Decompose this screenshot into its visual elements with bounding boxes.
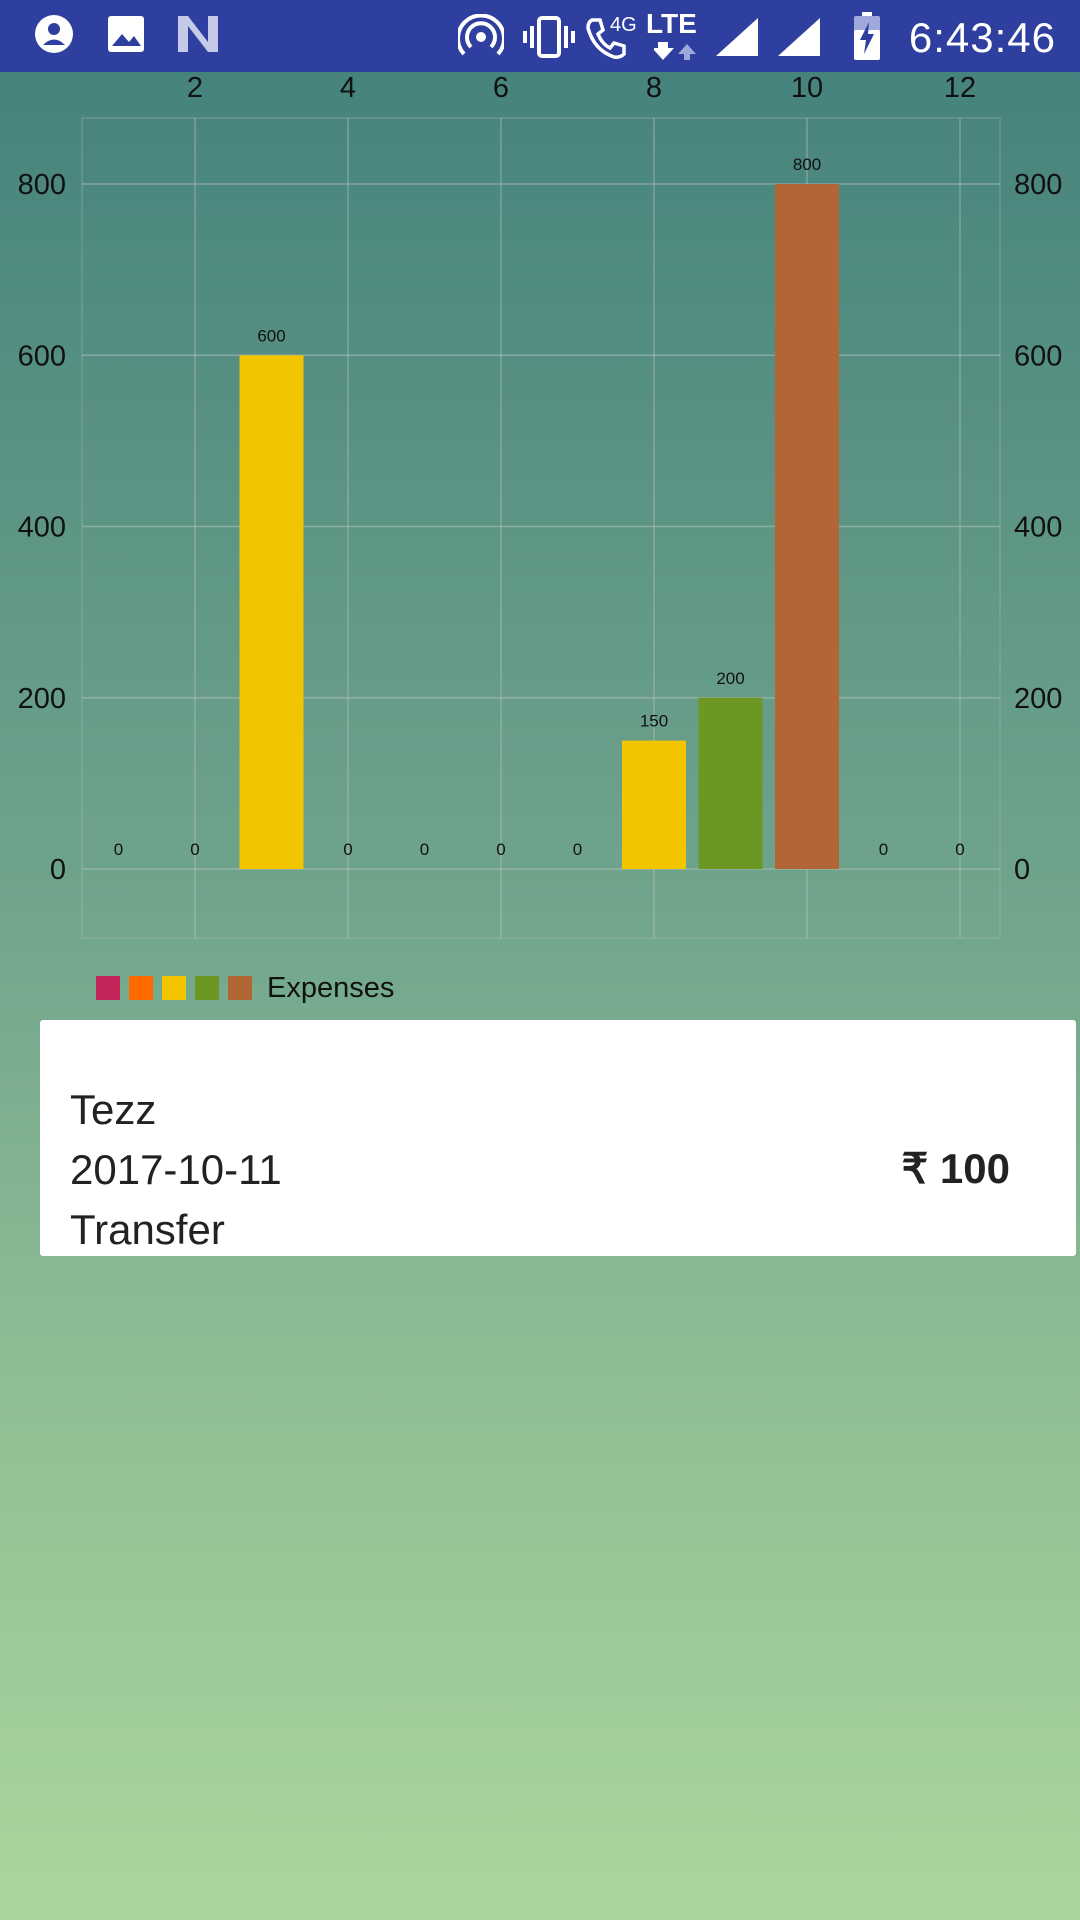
status-bar: 4G LTE 6:43:46 <box>0 0 1080 72</box>
call-icon <box>584 14 626 65</box>
chart-bars <box>239 184 839 869</box>
chart-labels: 0 0 200 200 400 400 600 600 800 800 2 4 6 8 10 12 0 0 600 0… <box>18 72 1063 886</box>
signal-icon <box>776 16 822 63</box>
image-icon <box>106 14 146 59</box>
data-label: 0 <box>420 840 429 859</box>
y-tick-label-right: 600 <box>1014 340 1062 372</box>
expenses-bar-chart: 0 0 200 200 400 400 600 600 800 800 2 4 6 8 10 12 0 0 600 0… <box>0 72 1080 952</box>
data-label: 0 <box>496 840 505 859</box>
chart-legend: Expenses <box>96 972 394 1004</box>
data-label: 200 <box>716 669 744 688</box>
x-tick-label: 6 <box>493 72 509 104</box>
bar <box>698 697 763 869</box>
y-tick-label-right: 0 <box>1014 854 1030 886</box>
data-label: 0 <box>955 840 964 859</box>
battery-charging-icon <box>852 10 882 67</box>
y-tick-label-right: 200 <box>1014 683 1062 715</box>
y-tick-label-left: 800 <box>18 169 66 201</box>
status-time: 6:43:46 <box>908 14 1056 61</box>
x-tick-label: 4 <box>340 72 356 104</box>
signal-icon <box>714 16 760 63</box>
data-label: 0 <box>114 840 123 859</box>
data-activity-icon <box>652 40 698 67</box>
legend-label: Expenses <box>267 971 395 1004</box>
data-label: 150 <box>640 712 668 731</box>
transaction-title: Tezz <box>70 1086 157 1133</box>
bar <box>239 355 304 869</box>
hotspot-icon <box>456 13 506 65</box>
y-tick-label-right: 400 <box>1014 512 1062 544</box>
transaction-date: 2017-10-11 <box>70 1146 282 1193</box>
data-label: 600 <box>257 326 285 345</box>
transaction-type: Transfer <box>70 1206 225 1253</box>
x-tick-label: 8 <box>646 72 662 104</box>
x-tick-label: 12 <box>944 72 976 104</box>
y-tick-label-right: 800 <box>1014 169 1062 201</box>
chart-svg: 0 0 200 200 400 400 600 600 800 800 2 4 6 8 10 12 0 0 600 0… <box>18 72 1063 939</box>
data-label: 0 <box>343 840 352 859</box>
data-label: 0 <box>573 840 582 859</box>
bar <box>622 740 686 869</box>
data-label: 0 <box>879 840 888 859</box>
x-tick-label: 2 <box>187 72 203 104</box>
plot-frame <box>81 117 1001 939</box>
legend-swatch <box>96 976 120 1000</box>
legend-swatch <box>162 976 186 1000</box>
data-label: 0 <box>190 840 199 859</box>
network-type-label: LTE <box>646 8 697 39</box>
bar <box>775 184 839 869</box>
y-tick-label-left: 0 <box>50 854 66 886</box>
legend-swatches <box>96 976 261 1000</box>
transaction-amount: ₹ 100 <box>901 1145 1010 1192</box>
y-tick-label-left: 200 <box>18 683 66 715</box>
data-label: 800 <box>793 155 821 174</box>
y-tick-label-left: 600 <box>18 340 66 372</box>
vibrate-icon <box>522 14 576 65</box>
call-network-label: 4G <box>610 14 637 36</box>
y-tick-label-left: 400 <box>18 512 66 544</box>
legend-swatch <box>228 976 252 1000</box>
account-icon <box>34 14 74 59</box>
chart-grid <box>81 117 1001 939</box>
legend-swatch <box>129 976 153 1000</box>
x-tick-label: 10 <box>791 72 823 104</box>
n-icon <box>176 14 220 59</box>
legend-swatch <box>195 976 219 1000</box>
transaction-card[interactable]: Tezz 2017-10-11 Transfer ₹ 100 <box>40 1020 1076 1256</box>
